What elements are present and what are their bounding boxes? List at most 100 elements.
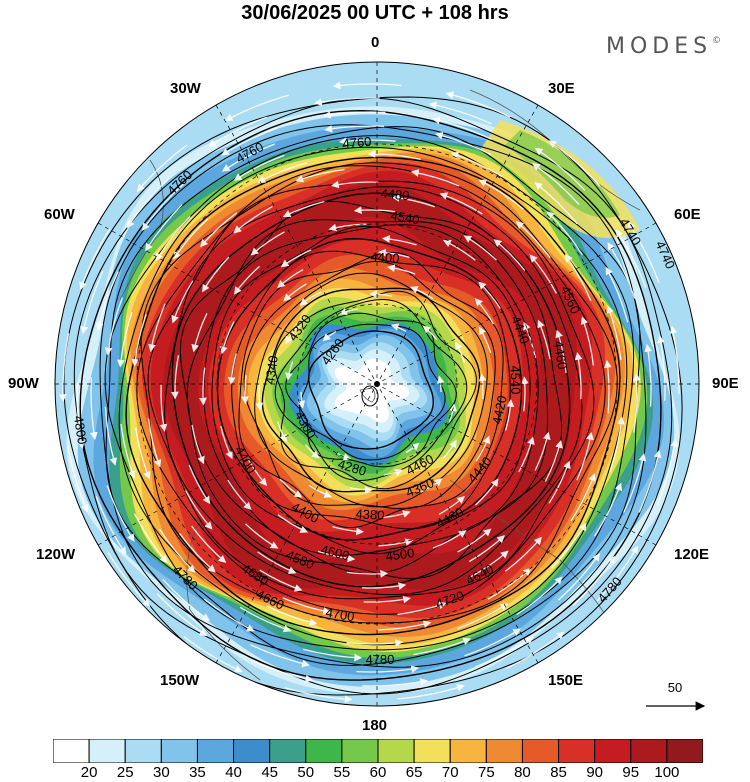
streamline-arrow <box>200 212 238 248</box>
streamline-arrow <box>199 367 207 406</box>
streamline-arrow <box>356 665 420 674</box>
height-contour <box>118 146 628 646</box>
colorbar-swatch <box>269 739 307 763</box>
streamline-arrow <box>67 446 89 513</box>
streamline-arrow <box>145 204 183 252</box>
streamline-arrow <box>457 603 509 630</box>
streamline-arrow <box>557 553 601 601</box>
svg-text:4340: 4340 <box>262 355 281 386</box>
streamline-arrow <box>346 569 389 578</box>
streamline-arrow <box>397 601 447 616</box>
contour-label: 4540 <box>390 208 421 228</box>
colorbar <box>53 739 703 763</box>
streamline-arrow <box>362 582 407 590</box>
lon-label-90w: 90W <box>8 375 39 392</box>
streamline-arrow <box>544 440 563 482</box>
lon-label-120w: 120W <box>36 546 76 563</box>
streamline-arrow <box>555 329 567 374</box>
streamline-arrow <box>532 162 580 206</box>
svg-text:4800: 4800 <box>71 414 90 445</box>
contour-label: 4420 <box>489 394 510 425</box>
streamline-arrow <box>332 525 364 536</box>
parallel-circle <box>296 303 458 465</box>
colorbar-swatch <box>305 739 343 763</box>
streamline-arrow <box>570 473 596 522</box>
streamline-arrow <box>413 637 472 656</box>
colorbar-label: 60 <box>369 764 387 781</box>
streamline-arrow <box>76 383 85 449</box>
colorbar-label: 90 <box>586 764 603 781</box>
contour-label: 4280 <box>336 456 368 479</box>
streamline-arrow <box>487 567 532 600</box>
streamline-arrow <box>534 147 586 191</box>
streamline-arrow <box>367 150 421 160</box>
streamline-arrow <box>383 468 403 477</box>
streamline-arrow <box>442 240 476 261</box>
contour-label: 4380 <box>355 506 385 523</box>
streamline-arrow <box>339 307 359 316</box>
streamline-arrow <box>257 551 297 574</box>
height-contour <box>231 250 511 530</box>
height-contour <box>299 323 446 461</box>
streamline-arrow <box>282 200 325 218</box>
contour-label: 4700 <box>325 605 356 624</box>
streamline-arrow <box>346 639 404 647</box>
map-title: 30/06/2025 00 UTC + 108 hrs <box>241 2 509 24</box>
streamline-arrow <box>328 223 367 232</box>
colorbar-swatch <box>594 739 632 763</box>
streamline-arrow <box>159 528 196 573</box>
contour-label: 4800 <box>71 414 90 445</box>
streamline-arrow <box>382 510 411 519</box>
colorbar-label: 100 <box>654 764 680 781</box>
streamline-arrow <box>475 478 499 506</box>
streamline-arrow <box>564 253 592 302</box>
svg-text:4540: 4540 <box>508 365 524 394</box>
colorbar-label: 35 <box>189 764 206 781</box>
streamline-arrow <box>219 321 235 355</box>
colorbar-swatch <box>485 739 523 763</box>
streamline-arrow <box>422 325 438 340</box>
streamline-arrow <box>603 359 612 414</box>
streamline-arrow <box>133 513 168 564</box>
streamline-arrow <box>609 416 625 473</box>
copyright-mark: © <box>712 36 722 46</box>
streamline-arrow <box>250 231 285 256</box>
height-contour <box>73 97 673 695</box>
streamline-arrow <box>439 192 483 215</box>
streamline-arrow <box>295 168 345 183</box>
streamline-arrow <box>80 271 104 335</box>
streamline-arrow <box>188 464 211 505</box>
streamline-arrow <box>580 316 595 366</box>
streamline-arrow <box>314 97 380 106</box>
streamline-arrow <box>378 620 432 631</box>
svg-text:4400: 4400 <box>370 249 400 266</box>
height-contour <box>307 330 435 450</box>
streamline-arrow <box>221 143 276 172</box>
streamline-arrow <box>657 335 666 401</box>
streamline-arrow <box>148 303 166 353</box>
height-contour <box>274 298 468 482</box>
contour-label: 4760 <box>342 134 372 151</box>
streamline-arrow <box>362 678 428 687</box>
streamline-arrow <box>450 151 503 178</box>
streamline-arrow <box>390 323 407 332</box>
streamline-arrow <box>233 154 285 181</box>
brand-name: MODES <box>606 34 713 59</box>
streamline-arrow <box>669 325 680 395</box>
streamline-arrow <box>233 206 273 234</box>
streamline-arrow <box>468 535 505 563</box>
height-contour <box>186 219 549 575</box>
streamline-arrow <box>594 482 623 537</box>
height-contour <box>104 135 635 651</box>
streamline-arrow <box>141 183 185 231</box>
streamline-arrow <box>623 453 647 513</box>
streamline-arrow <box>615 229 647 288</box>
reference-vector-label: 50 <box>667 680 683 695</box>
svg-text:4780: 4780 <box>365 652 394 667</box>
wind-band <box>334 358 410 423</box>
streamline-arrow <box>478 373 487 400</box>
colorbar-swatch <box>521 739 560 763</box>
streamline-arrow <box>493 239 526 271</box>
streamline-arrow <box>171 280 194 324</box>
map-border <box>54 61 700 707</box>
